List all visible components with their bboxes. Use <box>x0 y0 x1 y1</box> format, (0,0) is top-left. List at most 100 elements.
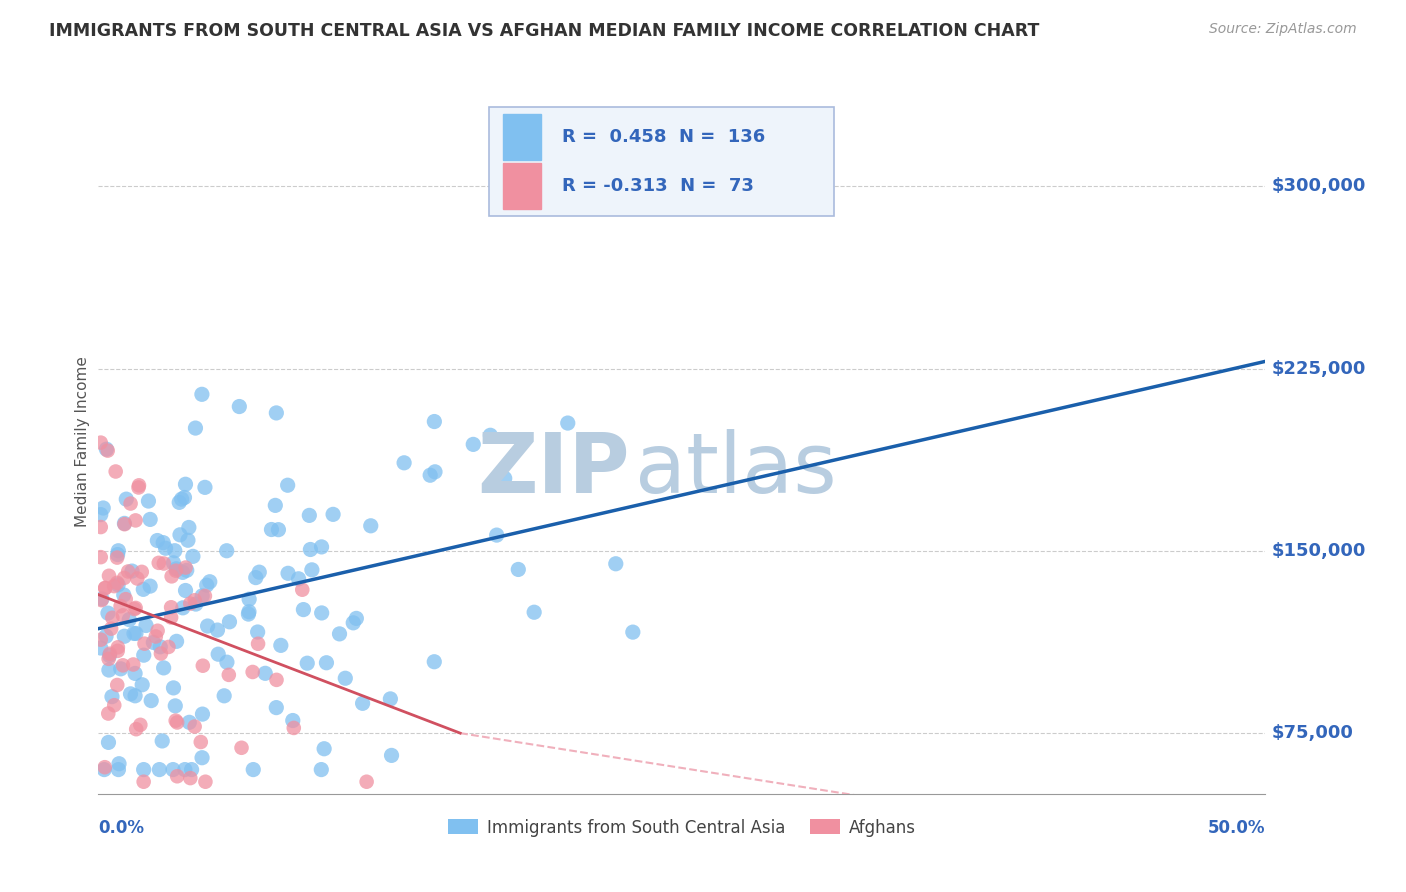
Point <box>260 523 283 537</box>
Point <box>142 635 165 649</box>
Point <box>311 763 333 777</box>
Point <box>292 602 315 616</box>
Point <box>160 600 183 615</box>
Point <box>131 565 153 579</box>
Point <box>173 763 195 777</box>
Point <box>90 508 112 522</box>
Point <box>107 578 129 592</box>
Point <box>90 520 112 534</box>
Point <box>165 698 187 713</box>
Text: R = -0.313  N =  73: R = -0.313 N = 73 <box>562 178 754 195</box>
Point <box>283 721 305 735</box>
Point <box>127 572 149 586</box>
Point <box>111 608 134 623</box>
Point <box>267 523 290 537</box>
Point <box>322 508 344 522</box>
Point <box>423 655 446 669</box>
Point <box>523 605 546 619</box>
Point <box>162 681 184 695</box>
Point <box>114 592 136 607</box>
Point <box>266 673 288 687</box>
Point <box>110 662 132 676</box>
Point <box>174 560 197 574</box>
Point <box>100 622 122 636</box>
Point <box>141 693 163 707</box>
Point <box>183 720 205 734</box>
Text: $150,000: $150,000 <box>1271 541 1365 560</box>
Text: R =  0.458  N =  136: R = 0.458 N = 136 <box>562 128 765 145</box>
Point <box>238 592 260 607</box>
Point <box>94 760 117 774</box>
Point <box>132 763 155 777</box>
Point <box>179 715 201 730</box>
Point <box>180 763 202 777</box>
Point <box>356 774 378 789</box>
Text: 50.0%: 50.0% <box>1208 819 1265 837</box>
Point <box>167 495 190 509</box>
Point <box>160 610 183 624</box>
Point <box>90 593 112 607</box>
Point <box>114 516 136 531</box>
Point <box>153 557 176 571</box>
Point <box>120 497 142 511</box>
Point <box>138 494 160 508</box>
Point <box>145 630 167 644</box>
Point <box>242 763 264 777</box>
Point <box>194 480 217 494</box>
Point <box>172 566 194 580</box>
Point <box>98 569 121 583</box>
Point <box>207 647 229 661</box>
Point <box>104 465 127 479</box>
Point <box>117 565 139 579</box>
Point <box>179 771 201 785</box>
Point <box>101 690 124 704</box>
Point <box>423 415 446 429</box>
Point <box>122 657 145 672</box>
FancyBboxPatch shape <box>489 107 834 216</box>
Point <box>149 647 172 661</box>
Point <box>311 606 333 620</box>
Point <box>191 589 214 603</box>
Point <box>132 648 155 662</box>
Point <box>335 671 357 685</box>
Point <box>108 756 131 771</box>
Point <box>148 763 170 777</box>
Text: $300,000: $300,000 <box>1271 178 1365 195</box>
Point <box>218 668 240 682</box>
Text: Source: ZipAtlas.com: Source: ZipAtlas.com <box>1209 22 1357 37</box>
Point <box>360 518 382 533</box>
Point <box>155 541 177 556</box>
Point <box>103 579 125 593</box>
Point <box>166 634 188 648</box>
Point <box>90 640 112 655</box>
Point <box>228 400 250 414</box>
Point <box>479 428 502 442</box>
Y-axis label: Median Family Income: Median Family Income <box>75 356 90 527</box>
Point <box>107 644 129 658</box>
Point <box>508 562 530 576</box>
Point <box>174 583 197 598</box>
Point <box>270 639 292 653</box>
Point <box>149 640 172 654</box>
Point <box>107 548 129 562</box>
Point <box>165 564 187 578</box>
Point <box>621 625 644 640</box>
Point <box>114 517 136 532</box>
Point <box>352 696 374 710</box>
Text: $75,000: $75,000 <box>1271 724 1353 742</box>
Point <box>134 637 156 651</box>
Point <box>97 663 120 677</box>
Point <box>115 492 138 507</box>
Point <box>124 601 146 615</box>
Point <box>463 437 485 451</box>
Point <box>215 543 238 558</box>
Point <box>342 615 364 630</box>
Point <box>94 629 117 643</box>
Point <box>191 707 214 722</box>
Point <box>152 535 174 549</box>
Point <box>163 543 186 558</box>
Text: 0.0%: 0.0% <box>98 819 145 837</box>
Point <box>212 689 235 703</box>
Point <box>194 774 217 789</box>
Point <box>90 632 112 647</box>
